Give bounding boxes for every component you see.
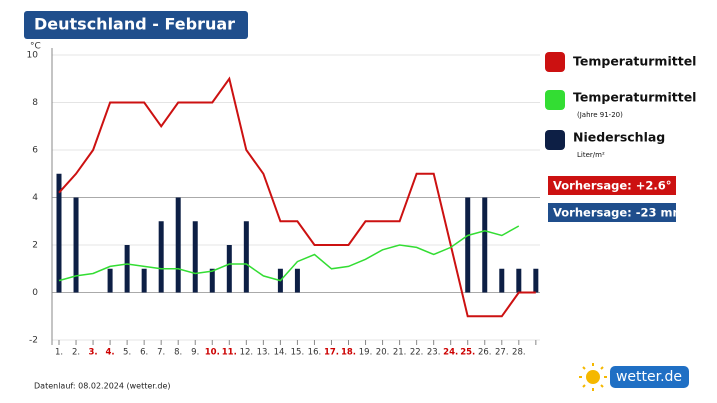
x-tick-label: 28.	[512, 348, 526, 358]
x-tick-label: 15.	[291, 348, 305, 358]
legend-swatch	[545, 130, 565, 150]
x-tick-label: 4.	[106, 348, 115, 358]
x-tick-label: 23.	[427, 348, 441, 358]
y-tick-label: 6	[32, 146, 38, 156]
x-tick-label: 6.	[140, 348, 148, 358]
bar	[209, 268, 215, 293]
x-tick-label: 11.	[222, 348, 237, 358]
title-box	[24, 11, 248, 39]
bar	[56, 173, 62, 293]
bar	[482, 197, 488, 293]
line	[58, 225, 520, 282]
annotation: Vorhersage: +2.6°	[553, 179, 672, 193]
sun-rays	[579, 363, 607, 391]
x-tick-label: 9.	[191, 348, 199, 358]
x-tick-label: 19.	[359, 348, 373, 358]
x-tick-label: 7.	[157, 348, 165, 358]
annotation-box	[548, 203, 676, 222]
annotation-box	[548, 176, 676, 195]
x-tick-label: 20.	[376, 348, 390, 358]
legend-label: Temperaturmittel	[573, 54, 696, 69]
x-tick-label: 21.	[393, 348, 407, 358]
y-tick-label: 8	[32, 98, 38, 108]
legend-note: Liter/m²	[577, 151, 605, 159]
bar	[141, 268, 147, 293]
bar	[73, 197, 79, 293]
bar	[107, 268, 113, 293]
y-tick-label: 2	[32, 241, 38, 251]
x-tick-label: 17.	[324, 348, 339, 358]
annotation: Vorhersage: -23 mm	[553, 206, 685, 220]
x-tick-label: 1.	[55, 348, 63, 358]
legend-swatch	[545, 52, 565, 72]
bar	[175, 197, 181, 293]
chart-title: Deutschland - Februar	[34, 15, 235, 34]
x-tick-label: 13.	[257, 348, 271, 358]
bar	[516, 268, 522, 293]
y-tick-label: 0	[32, 288, 38, 298]
bar	[533, 268, 539, 293]
x-tick-label: 2.	[72, 348, 80, 358]
x-tick-label: 25.	[460, 348, 475, 358]
legend-label: Niederschlag	[573, 130, 665, 145]
x-tick-label: 27.	[495, 348, 509, 358]
logo: wetter.de	[579, 363, 689, 391]
y-tick-label: -2	[29, 336, 38, 346]
sun	[586, 370, 600, 384]
bar	[158, 221, 164, 293]
y-tick-label: 10	[27, 51, 39, 61]
logo-box	[610, 366, 689, 388]
bar	[192, 221, 198, 293]
bar	[226, 245, 232, 293]
bar	[499, 268, 505, 293]
x-tick-label: 22.	[410, 348, 424, 358]
bar	[243, 221, 249, 293]
logo-text: wetter.de	[616, 369, 682, 385]
x-tick-label: 26.	[478, 348, 492, 358]
x-tick-label: 8.	[174, 348, 182, 358]
x-tick-label: 16.	[308, 348, 322, 358]
bar	[124, 245, 130, 293]
x-tick-label: 12.	[240, 348, 254, 358]
y-unit: °C	[30, 42, 41, 52]
line	[58, 76, 536, 318]
footer: Datenlauf: 08.02.2024 (wetter.de)	[34, 382, 171, 391]
bar	[294, 268, 300, 293]
y-tick-label: 4	[32, 193, 38, 203]
x-tick-label: 24.	[443, 348, 458, 358]
legend-label: Temperaturmittel	[573, 90, 696, 105]
x-tick-label: 18.	[341, 348, 356, 358]
x-tick-label: 14.	[274, 348, 288, 358]
x-tick-label: 3.	[88, 348, 97, 358]
legend-note: (Jahre 91-20)	[577, 111, 623, 119]
bar	[465, 197, 471, 293]
x-tick-label: 10.	[205, 348, 220, 358]
legend-swatch	[545, 90, 565, 110]
x-tick-label: 5.	[123, 348, 131, 358]
